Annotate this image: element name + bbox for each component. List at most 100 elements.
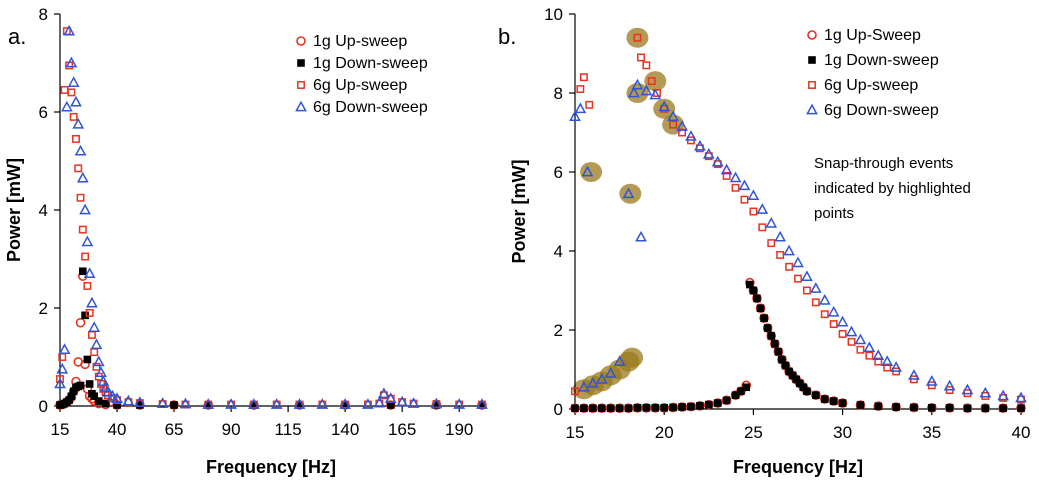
data-point [623, 403, 634, 414]
data-point [637, 53, 645, 62]
data-point [827, 305, 840, 317]
data-point [585, 100, 594, 109]
data-point [65, 56, 78, 68]
data-point [838, 399, 847, 407]
chart-panel-a: 0 2 4 6 8 15 40 65 90 115 140 165 190 Frequency [Hz] P… [4, 5, 488, 477]
data-point [891, 402, 901, 412]
data-point [615, 404, 624, 413]
data-point [586, 376, 599, 388]
data-point [86, 296, 98, 308]
data-point [56, 401, 64, 409]
x-tick-label: 25 [744, 423, 763, 442]
data-point [794, 274, 802, 283]
x-tick-label: 40 [108, 420, 127, 439]
data-point [578, 380, 590, 392]
data-point [430, 397, 443, 409]
data-point [774, 230, 787, 242]
data-point [883, 363, 892, 372]
data-point [122, 394, 135, 406]
data-point [909, 402, 919, 413]
data-point [926, 403, 937, 413]
data-point [156, 397, 169, 408]
data-point [650, 403, 661, 413]
data-point [112, 400, 122, 410]
data-point [928, 404, 936, 412]
data-point [756, 304, 765, 313]
data-point [624, 404, 633, 413]
data-point [874, 357, 883, 366]
data-point [378, 387, 390, 399]
data-point [872, 349, 885, 361]
data-point [83, 282, 92, 290]
data-point [962, 403, 973, 414]
data-point [802, 286, 811, 295]
data-point [92, 355, 105, 367]
y-axis-label: Power [mW] [4, 158, 24, 262]
data-point [738, 179, 751, 191]
data-point [628, 86, 640, 98]
data-point [981, 392, 990, 400]
highlight-mark [621, 347, 644, 368]
data-point [574, 102, 587, 114]
data-point [604, 367, 617, 378]
data-point [755, 303, 766, 314]
x-tick-label: 190 [445, 420, 473, 439]
data-point [81, 235, 94, 247]
series-1g-up-sweep [570, 277, 1026, 414]
data-point [341, 401, 349, 409]
data-point [295, 401, 304, 409]
data-point [763, 324, 772, 332]
y-tick-label: 2 [554, 321, 563, 340]
data-point [385, 400, 396, 410]
data-point [660, 404, 668, 412]
data-point [736, 386, 746, 397]
data-point [113, 401, 121, 409]
chart-panel-b: 0 2 4 6 8 10 15 20 25 30 35 40 Frequency [Hz] Power [… [498, 5, 1030, 477]
data-point [169, 400, 179, 410]
data-point [642, 404, 651, 412]
data-point [83, 267, 96, 279]
data-point [668, 402, 678, 413]
data-point [980, 403, 991, 414]
legend-marker [295, 100, 307, 112]
data-point [742, 383, 751, 392]
data-point [721, 395, 732, 406]
data-point [631, 78, 644, 90]
data-point [783, 244, 795, 256]
series-6g-down-sweep [569, 78, 1027, 403]
data-point [1015, 391, 1027, 403]
series-6g-down-sweep [54, 24, 488, 409]
data-point [771, 340, 779, 348]
data-point [56, 375, 64, 384]
data-point [820, 395, 829, 403]
data-point [74, 164, 83, 173]
data-point [836, 315, 849, 327]
highlight-mark [653, 98, 676, 119]
data-point [910, 403, 918, 412]
legend-marker [806, 103, 818, 115]
data-point [702, 147, 715, 159]
y-tick-label: 4 [39, 201, 48, 220]
data-point [588, 403, 598, 414]
data-point [579, 73, 588, 82]
legend-entry: 6g Down-sweep [824, 102, 939, 119]
legend-entry: 1g Down-sweep [313, 55, 428, 72]
y-tick-label: 8 [554, 84, 563, 103]
legend-entry: 6g Up-sweep [313, 77, 407, 94]
x-tick-label: 115 [275, 420, 302, 439]
data-point [90, 338, 103, 350]
data-point [99, 381, 112, 392]
data-point [892, 403, 900, 411]
legend-marker [297, 81, 305, 89]
data-point [676, 120, 688, 131]
data-point [694, 139, 706, 151]
data-point [476, 398, 488, 409]
data-point [685, 130, 697, 141]
data-point [845, 325, 858, 337]
legend-marker [808, 56, 816, 64]
data-point [649, 88, 662, 100]
data-point [687, 402, 695, 411]
data-point [770, 339, 780, 349]
data-point [580, 404, 588, 413]
